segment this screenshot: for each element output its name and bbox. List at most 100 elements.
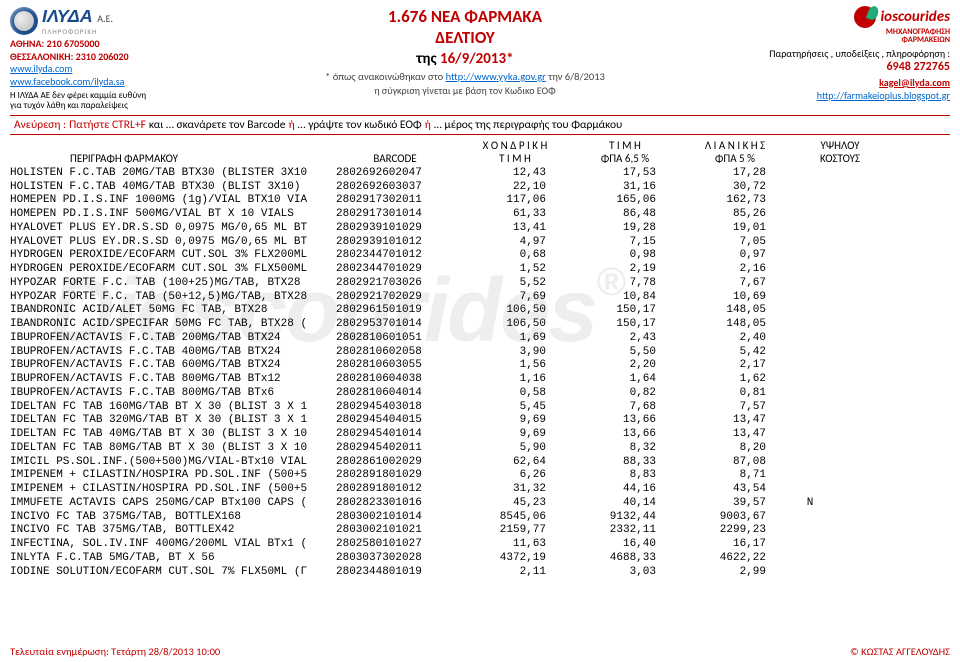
table-body: HOLISTEN F.C.TAB 20MG/TAB BTX30 (BLISTER… bbox=[0, 167, 960, 580]
cell-retail65: 8,83 bbox=[570, 469, 680, 483]
cell-retail65: 88,33 bbox=[570, 456, 680, 470]
facebook-url[interactable]: www.facebook.com/ilyda.sa bbox=[10, 75, 124, 88]
table-row: IBUPROFEN/ACTAVIS F.C.TAB 600MG/TAB BTX2… bbox=[10, 359, 950, 373]
cell-retail5: 87,08 bbox=[680, 456, 790, 470]
cell-highcost bbox=[790, 401, 830, 415]
table-row: HOLISTEN F.C.TAB 40MG/TAB BTX30 (BLIST 3… bbox=[10, 181, 950, 195]
ilyda-url[interactable]: www.ilyda.com bbox=[10, 62, 72, 75]
cell-retail65: 86,48 bbox=[570, 208, 680, 222]
table-row: IBANDRONIC ACID/SPECIFAR 50MG FC TAB, BT… bbox=[10, 318, 950, 332]
dioscourides-icon bbox=[854, 6, 876, 28]
cell-retail5: 7,57 bbox=[680, 401, 790, 415]
cell-wholesale: 0,58 bbox=[460, 387, 570, 401]
cell-highcost bbox=[790, 456, 830, 470]
table-row: IODINE SOLUTION/ECOFARM CUT.SOL 7% FLX50… bbox=[10, 566, 950, 580]
cell-desc: IDELTAN FC TAB 320MG/TAB BT X 30 (BLIST … bbox=[10, 414, 330, 428]
footer-left: Τελευταία ενημέρωση: Τετάρτη 28/8/2013 1… bbox=[10, 645, 220, 658]
cell-barcode: 2802344801019 bbox=[330, 566, 460, 580]
th-high: ΥΨΗΛΟΥ bbox=[790, 139, 890, 152]
cell-retail5: 2,16 bbox=[680, 263, 790, 277]
cell-retail5: 0,97 bbox=[680, 249, 790, 263]
cell-wholesale: 62,64 bbox=[460, 456, 570, 470]
cell-retail5: 10,69 bbox=[680, 291, 790, 305]
cell-wholesale: 5,45 bbox=[460, 401, 570, 415]
cell-retail65: 4688,33 bbox=[570, 552, 680, 566]
cell-retail5: 85,26 bbox=[680, 208, 790, 222]
cell-barcode: 2803002101014 bbox=[330, 511, 460, 525]
cell-wholesale: 61,33 bbox=[460, 208, 570, 222]
dioscourides-tag2: ΦΑΡΜΑΚΕΙΩΝ bbox=[700, 36, 950, 44]
cell-retail65: 1,64 bbox=[570, 373, 680, 387]
cell-barcode: 2802921702029 bbox=[330, 291, 460, 305]
cell-retail5: 16,17 bbox=[680, 538, 790, 552]
cell-retail65: 2,19 bbox=[570, 263, 680, 277]
brand-name: ΙΛΥΔΑ bbox=[42, 6, 93, 26]
cell-retail65: 5,50 bbox=[570, 346, 680, 360]
th-barcode: BARCODE bbox=[330, 152, 460, 165]
cell-barcode: 2802891801012 bbox=[330, 483, 460, 497]
cell-highcost bbox=[790, 332, 830, 346]
cell-barcode: 2802921703026 bbox=[330, 277, 460, 291]
cell-highcost bbox=[790, 387, 830, 401]
cell-retail5: 9003,67 bbox=[680, 511, 790, 525]
table-row: INCIVO FC TAB 375MG/TAB, BOTTLEX42280300… bbox=[10, 524, 950, 538]
cell-desc: HYALOVET PLUS EY.DR.S.SD 0,0975 MG/0,65 … bbox=[10, 236, 330, 250]
cell-wholesale: 4,97 bbox=[460, 236, 570, 250]
cell-retail65: 13,66 bbox=[570, 414, 680, 428]
cell-desc: INCIVO FC TAB 375MG/TAB, BOTTLEX168 bbox=[10, 511, 330, 525]
cell-barcode: 2802344701029 bbox=[330, 263, 460, 277]
cell-wholesale: 4372,19 bbox=[460, 552, 570, 566]
cell-desc: INCIVO FC TAB 375MG/TAB, BOTTLEX42 bbox=[10, 524, 330, 538]
table-row: IMICIL PS.SOL.INF.(500+500)MG/VIAL-BTx10… bbox=[10, 456, 950, 470]
cell-barcode: 2802823301016 bbox=[330, 497, 460, 511]
cell-highcost bbox=[790, 552, 830, 566]
cell-desc: IBUPROFEN/ACTAVIS F.C.TAB 200MG/TAB BTX2… bbox=[10, 332, 330, 346]
cell-retail65: 0,98 bbox=[570, 249, 680, 263]
title-date: της 16/9/2013* bbox=[230, 50, 700, 68]
cell-barcode: 2802891801029 bbox=[330, 469, 460, 483]
cell-highcost bbox=[790, 511, 830, 525]
subtitle1: * όπως ανακοινώθηκαν στο http://www.yyka… bbox=[230, 70, 700, 83]
cell-desc: IBANDRONIC ACID/ALET 50MG FC TAB, BTX28 bbox=[10, 304, 330, 318]
yyka-link[interactable]: http://www.yyka.gov.gr bbox=[446, 70, 546, 83]
cell-wholesale: 9,69 bbox=[460, 428, 570, 442]
table-row: IBUPROFEN/ACTAVIS F.C.TAB 800MG/TAB BTx6… bbox=[10, 387, 950, 401]
table-row: IBUPROFEN/ACTAVIS F.C.TAB 400MG/TAB BTX2… bbox=[10, 346, 950, 360]
cell-desc: IMIPENEM + CILASTIN/HOSPIRA PD.SOL.INF (… bbox=[10, 483, 330, 497]
cell-retail65: 19,28 bbox=[570, 222, 680, 236]
info-mail[interactable]: kagel@ilyda.com bbox=[879, 76, 950, 89]
table-row: IMIPENEM + CILASTIN/HOSPIRA PD.SOL.INF (… bbox=[10, 483, 950, 497]
cell-retail65: 8,32 bbox=[570, 442, 680, 456]
cell-desc: IDELTAN FC TAB 40MG/TAB BT X 30 (BLIST 3… bbox=[10, 428, 330, 442]
cell-barcode: 2802945402011 bbox=[330, 442, 460, 456]
cell-retail5: 148,05 bbox=[680, 318, 790, 332]
table-row: HYDROGEN PEROXIDE/ECOFARM CUT.SOL 3% FLX… bbox=[10, 263, 950, 277]
dioscourides-text: ioscourides bbox=[880, 8, 950, 26]
ilyda-logo-icon bbox=[10, 7, 38, 35]
table-row: IBANDRONIC ACID/ALET 50MG FC TAB, BTX282… bbox=[10, 304, 950, 318]
cell-highcost bbox=[790, 291, 830, 305]
cell-barcode: 2802861002029 bbox=[330, 456, 460, 470]
table-row: INCIVO FC TAB 375MG/TAB, BOTTLEX16828030… bbox=[10, 511, 950, 525]
athens-phone: ΑΘΗΝΑ: 210 6705000 bbox=[10, 38, 230, 51]
cell-retail65: 150,17 bbox=[570, 304, 680, 318]
cell-highcost bbox=[790, 538, 830, 552]
table-row: IDELTAN FC TAB 320MG/TAB BT X 30 (BLIST … bbox=[10, 414, 950, 428]
info-url[interactable]: http://farmakeioplus.blogspot.gr bbox=[817, 89, 950, 102]
cell-wholesale: 106,50 bbox=[460, 318, 570, 332]
table-row: INLYTA F.C.TAB 5MG/TAB, BT X 56280303730… bbox=[10, 552, 950, 566]
cell-highcost bbox=[790, 263, 830, 277]
cell-desc: IBUPROFEN/ACTAVIS F.C.TAB 800MG/TAB BTx1… bbox=[10, 373, 330, 387]
cell-desc: IMMUFETE ACTAVIS CAPS 250MG/CAP BTx100 C… bbox=[10, 497, 330, 511]
cell-retail5: 2,40 bbox=[680, 332, 790, 346]
table-row: IBUPROFEN/ACTAVIS F.C.TAB 800MG/TAB BTx1… bbox=[10, 373, 950, 387]
cell-highcost bbox=[790, 442, 830, 456]
cell-highcost bbox=[790, 304, 830, 318]
bar-f: ή bbox=[425, 118, 431, 132]
cell-barcode: 2802953701014 bbox=[330, 318, 460, 332]
cell-barcode: 2802344701012 bbox=[330, 249, 460, 263]
cell-highcost bbox=[790, 277, 830, 291]
cell-retail65: 9132,44 bbox=[570, 511, 680, 525]
cell-retail5: 5,42 bbox=[680, 346, 790, 360]
cell-retail65: 2332,11 bbox=[570, 524, 680, 538]
